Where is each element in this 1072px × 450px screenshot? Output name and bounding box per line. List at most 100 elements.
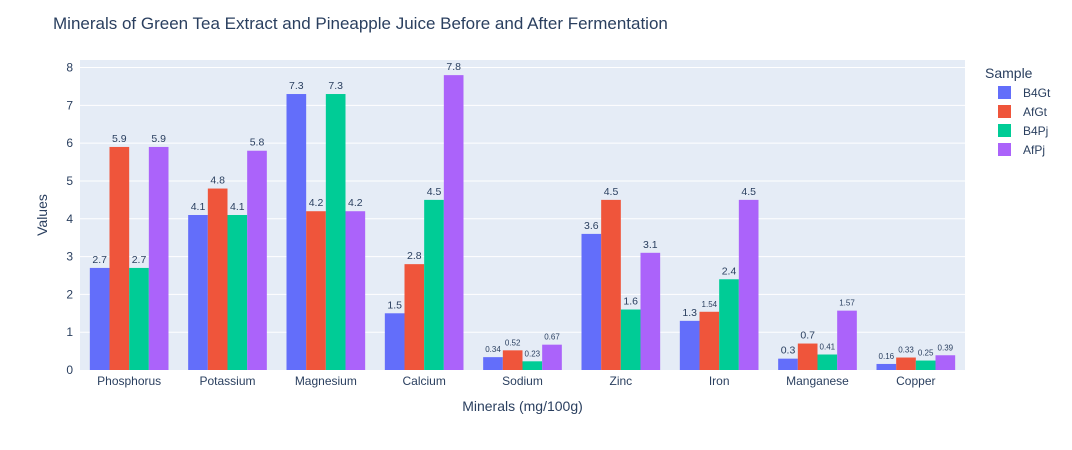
bars: [89, 75, 956, 371]
bar-data-label: 1.54: [702, 300, 718, 309]
y-tick-label: 2: [66, 287, 73, 301]
bar-data-label: 0.67: [544, 333, 560, 342]
x-tick-label: Potassium: [199, 374, 255, 388]
gridlines: [80, 67, 965, 333]
bar: [247, 150, 267, 370]
bar: [129, 267, 149, 370]
bar-data-label: 0.23: [525, 349, 541, 358]
bar: [837, 310, 857, 370]
bar-data-label: 0.3: [781, 345, 796, 357]
bar: [620, 309, 641, 370]
bar-data-label: 1.3: [682, 307, 697, 319]
bar-data-label: 4.1: [191, 201, 206, 213]
bar-data-label: 0.39: [938, 343, 954, 352]
bar-data-label: 0.25: [918, 349, 934, 358]
bar-data-label: 5.9: [151, 133, 166, 145]
bar: [778, 358, 798, 370]
bar: [188, 215, 208, 370]
bar-data-label: 0.33: [898, 346, 914, 355]
bar: [817, 354, 838, 370]
bar: [522, 361, 543, 370]
bar-data-label: 0.34: [485, 345, 501, 354]
bar-data-label: 4.2: [309, 197, 324, 209]
x-tick-label: Zinc: [609, 374, 632, 388]
bar: [109, 146, 130, 370]
legend-swatch: [998, 105, 1011, 118]
x-tick-label: Sodium: [502, 374, 543, 388]
bar: [797, 343, 818, 370]
bar-data-label: 2.7: [92, 254, 107, 266]
legend: Sample B4Gt AfGt B4Pj AfPj: [985, 65, 1051, 157]
bar: [640, 252, 661, 370]
x-tick-label: Manganese: [786, 374, 849, 388]
bar-data-label: 3.1: [643, 239, 658, 251]
bar-data-label: 7.3: [289, 80, 304, 92]
bar-data-label: 7.8: [446, 61, 461, 73]
y-tick-label: 5: [66, 174, 73, 188]
y-axis-ticks: 0 1 2 3 4 5 6 7 8: [66, 61, 73, 377]
bar: [542, 344, 562, 370]
bar-data-label: 5.9: [112, 133, 127, 145]
x-tick-label: Iron: [709, 374, 730, 388]
x-axis-ticks: Phosphorus Potassium Magnesium Calcium Sodiu…: [97, 374, 935, 388]
legend-item-label[interactable]: AfGt: [1023, 105, 1048, 119]
y-axis-title: Values: [34, 194, 50, 236]
bar: [601, 199, 621, 370]
bar-labels: 2.7 4.1 7.3 1.5 0.34 3.6 1.3 0.3 0.16 5.9 4.8 4.2 2.…: [92, 61, 953, 361]
bar: [679, 320, 700, 370]
bar: [502, 350, 523, 370]
bar-data-label: 5.8: [250, 137, 265, 149]
bar-data-label: 4.5: [427, 186, 442, 198]
bar: [876, 363, 897, 370]
bar: [286, 94, 307, 371]
chart-title: Minerals of Green Tea Extract and Pineap…: [53, 14, 668, 33]
y-tick-label: 4: [66, 212, 73, 226]
bar-data-label: 1.57: [839, 299, 855, 308]
bar-data-label: 4.1: [230, 201, 245, 213]
bar: [325, 94, 346, 371]
legend-item-label[interactable]: B4Pj: [1023, 124, 1048, 138]
bar: [896, 357, 916, 370]
bar: [306, 211, 326, 370]
bar-data-label: 2.4: [722, 265, 737, 277]
bar-data-label: 4.5: [741, 186, 756, 198]
bar-data-label: 0.7: [800, 330, 815, 342]
bar: [404, 264, 425, 370]
legend-item-label[interactable]: AfPj: [1023, 143, 1045, 157]
bar: [699, 311, 720, 370]
bar-data-label: 4.2: [348, 197, 363, 209]
bar: [483, 357, 503, 370]
bar: [207, 188, 228, 370]
legend-swatch: [998, 143, 1011, 156]
bar-data-label: 0.52: [505, 338, 521, 347]
bar-data-label: 7.3: [328, 80, 343, 92]
bar-data-label: 0.41: [820, 343, 836, 352]
y-tick-label: 8: [66, 61, 73, 75]
x-tick-label: Phosphorus: [97, 374, 161, 388]
legend-item-label[interactable]: B4Gt: [1023, 86, 1051, 100]
bar: [89, 267, 110, 370]
bar-data-label: 4.5: [604, 186, 619, 198]
bar: [148, 146, 169, 370]
legend-title: Sample: [985, 65, 1033, 81]
legend-swatch: [998, 86, 1011, 99]
bar: [443, 75, 464, 370]
bar-data-label: 0.16: [879, 352, 895, 361]
bar-data-label: 3.6: [584, 220, 599, 232]
bar-data-label: 2.8: [407, 250, 422, 262]
bar: [738, 199, 759, 370]
x-tick-label: Copper: [896, 374, 935, 388]
bar: [384, 313, 405, 370]
bar-data-label: 2.7: [132, 254, 147, 266]
bar-data-label: 1.5: [387, 299, 402, 311]
bar: [915, 360, 936, 370]
x-tick-label: Magnesium: [295, 374, 357, 388]
bar-data-label: 4.8: [210, 175, 225, 187]
bar: [345, 211, 366, 370]
bar: [581, 233, 602, 370]
x-axis-title: Minerals (mg/100g): [462, 398, 583, 414]
y-tick-label: 0: [66, 363, 73, 377]
x-tick-label: Calcium: [402, 374, 445, 388]
